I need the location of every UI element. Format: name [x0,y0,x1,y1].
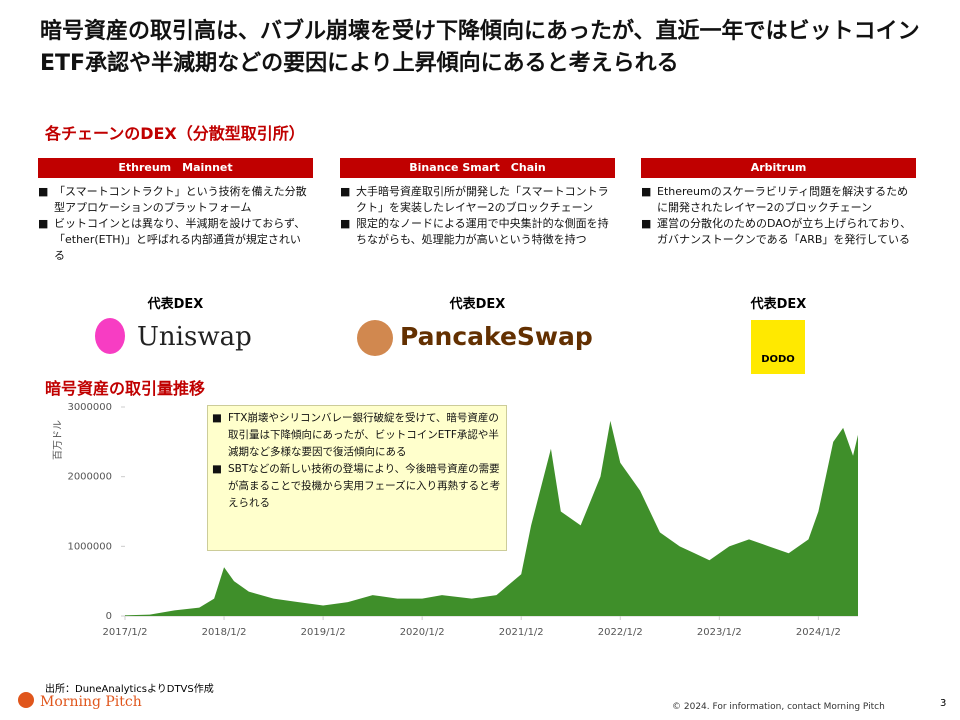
x-tick-label: 2021/1/2 [499,627,544,638]
section-title: 各チェーンのDEX（分散型取引所） [45,124,305,143]
dex-logo-name: DODO [761,354,795,365]
x-tick-label: 2023/1/2 [697,627,742,638]
chain-bullets: 「スマートコントラクト」という技術を備えた分散型アプロケーションのプラットフォー… [38,184,310,264]
dex-logo-name: Uniswap [137,322,252,352]
page-number: 3 [940,698,947,709]
x-tick-label: 2019/1/2 [301,627,346,638]
brand: Morning Pitch [40,694,142,710]
dex-icon [357,320,393,356]
chart: 0 1000000 2000000 3000000 2017/1/2 2018/1/2 20… [52,402,858,638]
annotation: FTX崩壊やシリコンバレー銀行破綻を受けて、暗号資産の取引量は下降傾向にあったが… [212,410,502,461]
chain-header: Arbitrum [641,158,916,178]
annotation-box: FTX崩壊やシリコンバレー銀行破綻を受けて、暗号資産の取引量は下降傾向にあったが… [207,405,507,551]
bullet: 「スマートコントラクト」という技術を備えた分散型アプロケーションのプラットフォー… [38,184,310,216]
bullet: ビットコインとは異なり、半減期を設けておらず、「ether(ETH)」と呼ばれる… [38,216,310,264]
chain-header: Binance Smart Chain [340,158,615,178]
y-tick-label: 3000000 [67,402,112,413]
title: 暗号資産の取引高は、バブル崩壊を受け下降傾向にあったが、直近一年ではビットコイン… [40,19,920,76]
dex-logo-name: PancakeSwap [400,322,593,351]
bullet: 大手暗号資産取引所が開発した「スマートコントラクト」を実装したレイヤー2のブロッ… [340,184,612,216]
bullet: 運営の分散化のためのDAOが立ち上げられており、ガバナンストークンである「ARB… [641,216,913,248]
brand-logo [18,692,34,708]
chart-title: 暗号資産の取引量推移 [45,379,206,398]
dex-label: 代表DEX [750,297,807,312]
chain-bullets: Ethereumのスケーラビリティ問題を解決するために開発されたレイヤー2のブロ… [641,184,913,248]
annotation: SBTなどの新しい技術の登場により、今後暗号資産の需要が高まることで投機から実用… [212,461,502,512]
source: 出所：DuneAnalyticsよりDTVS作成 [45,684,214,695]
copyright: © 2024. For information, contact Morning… [672,702,885,712]
x-tick-label: 2024/1/2 [796,627,841,638]
dex-label: 代表DEX [449,297,506,312]
x-tick-label: 2018/1/2 [202,627,247,638]
y-tick-label: 2000000 [67,472,112,483]
y-axis-label: 百万ドル [52,420,64,460]
bullet: 限定的なノードによる運用で中央集計的な側面を持ちながらも、処理能力が高いという特… [340,216,612,248]
x-tick-label: 2022/1/2 [598,627,643,638]
x-tick-label: 2017/1/2 [103,627,148,638]
chain-header: Ethreum Mainnet [38,158,313,178]
area [125,420,858,616]
y-tick-label: 1000000 [67,541,112,552]
bullet: Ethereumのスケーラビリティ問題を解決するために開発されたレイヤー2のブロ… [641,184,913,216]
dex-label: 代表DEX [147,297,204,312]
dex-icon [95,318,125,354]
y-tick-label: 0 [106,611,112,622]
chain-bullets: 大手暗号資産取引所が開発した「スマートコントラクト」を実装したレイヤー2のブロッ… [340,184,612,248]
dex-logo [751,320,805,374]
x-tick-label: 2020/1/2 [400,627,445,638]
